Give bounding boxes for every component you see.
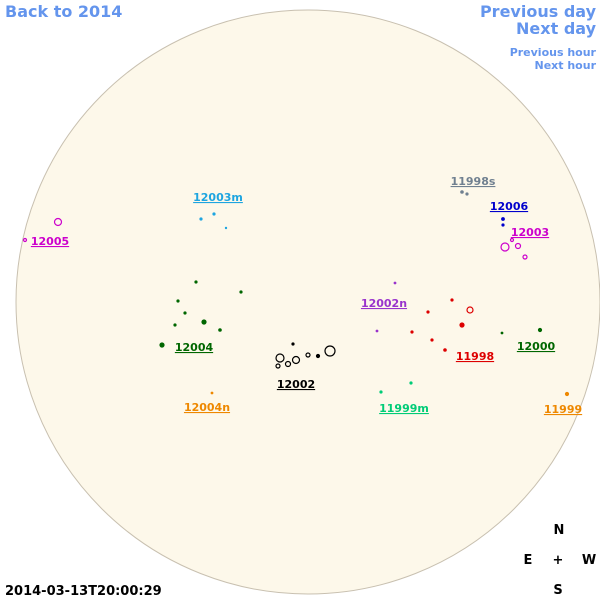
back-link[interactable]: Back to 2014 <box>5 2 122 21</box>
region-label: 12002n <box>361 297 407 310</box>
region-label: 11998s <box>451 175 496 188</box>
sunspot <box>239 290 243 294</box>
region-label: 12002 <box>277 378 315 391</box>
sunspot <box>201 319 207 325</box>
sunspot <box>443 348 447 352</box>
region-label: 12003m <box>193 191 243 204</box>
region-label: 12003 <box>511 226 549 239</box>
sunspot <box>291 355 301 365</box>
sunspot <box>315 353 321 359</box>
sunspot <box>459 322 465 328</box>
sunspot <box>375 329 379 333</box>
sunspot <box>284 360 292 368</box>
compass-w: W <box>582 553 596 568</box>
previous-hour-link[interactable]: Previous hour <box>510 46 597 59</box>
sunspot <box>305 352 311 358</box>
sunspot <box>410 330 414 334</box>
timestamp: 2014-03-13T20:00:29 <box>5 584 162 599</box>
sunspot <box>275 353 285 363</box>
sunspot <box>324 345 336 357</box>
sunspot <box>514 242 522 250</box>
sunspot <box>176 299 180 303</box>
sunspot <box>53 217 63 227</box>
sunspot <box>224 226 228 230</box>
sunspot <box>22 237 28 243</box>
region-label: 11999m <box>379 402 429 415</box>
sunspot <box>159 342 165 348</box>
region-label: 12006 <box>490 200 529 213</box>
sunspot <box>210 391 214 395</box>
sunspot <box>501 223 505 227</box>
sunspot <box>173 323 177 327</box>
sunspot <box>466 306 474 314</box>
sunspot <box>509 237 515 243</box>
sunspot <box>537 327 543 333</box>
region-label: 12005 <box>31 235 69 248</box>
sunspot <box>501 217 505 221</box>
compass-e: E <box>524 553 533 568</box>
sunspot <box>275 363 281 369</box>
compass-center: + <box>553 553 564 568</box>
sunspot <box>379 390 383 394</box>
compass-s: S <box>553 583 562 598</box>
sunspot <box>199 217 203 221</box>
sunspot <box>430 338 434 342</box>
sunspot <box>218 328 222 332</box>
sunspot <box>194 280 198 284</box>
region-label: 12000 <box>517 340 556 353</box>
sunspot <box>291 342 295 346</box>
region-label: 12004 <box>175 341 214 354</box>
sunspot <box>564 391 570 397</box>
sunspot <box>393 281 397 285</box>
compass-n: N <box>554 523 565 538</box>
sunspot <box>426 310 430 314</box>
solar-disk <box>15 9 600 595</box>
sunspot <box>500 242 510 252</box>
region-label: 12004n <box>184 401 230 414</box>
region-label: 11998 <box>456 350 494 363</box>
sunspot <box>522 254 528 260</box>
sunspot <box>409 381 413 385</box>
sunspot <box>450 298 454 302</box>
sunspot <box>183 311 187 315</box>
next-hour-link[interactable]: Next hour <box>535 59 597 72</box>
previous-day-link[interactable]: Previous day <box>480 2 597 21</box>
sunspot <box>465 192 469 196</box>
sunspot <box>460 190 464 194</box>
region-label: 11999 <box>544 403 582 416</box>
sunspot <box>500 331 504 335</box>
next-day-link[interactable]: Next day <box>516 19 597 38</box>
sunspot <box>212 212 216 216</box>
